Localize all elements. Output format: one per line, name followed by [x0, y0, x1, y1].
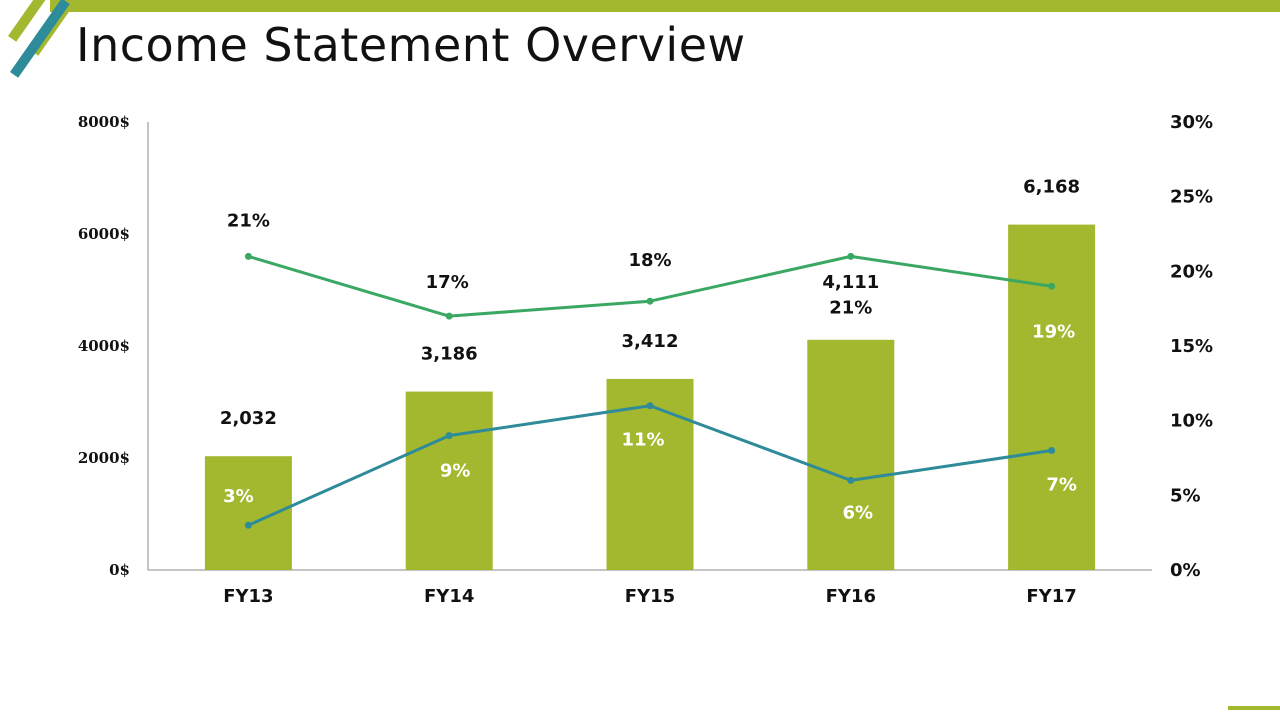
x-tick-label: FY16 [826, 586, 876, 607]
y-tick-label-right: 30% [1170, 112, 1213, 133]
line-point [445, 432, 453, 440]
teal-line-value-label: 6% [843, 502, 874, 523]
teal-line-value-label: 11% [621, 430, 664, 451]
y-tick-label-left: 6000$ [78, 225, 130, 243]
top-accent-bar [50, 0, 1280, 12]
y-tick-label-right: 5% [1170, 485, 1201, 506]
bar-value-label: 3,186 [421, 344, 478, 365]
green-line-value-label: 21% [829, 297, 872, 318]
y-tick-label-left: 2000$ [78, 449, 130, 467]
y-tick-label-left: 8000$ [78, 113, 130, 131]
line-point [847, 476, 855, 484]
line-point [445, 312, 453, 320]
teal-line-value-label: 7% [1046, 475, 1077, 496]
line-point [847, 252, 855, 260]
bar-value-label: 4,111 [822, 272, 879, 293]
line-point [244, 521, 252, 529]
line-point [1048, 447, 1056, 455]
bar-value-label: 3,412 [622, 331, 679, 352]
line-point [646, 402, 654, 410]
line-point [1048, 282, 1056, 290]
x-tick-label: FY13 [223, 586, 273, 607]
green-line-value-label: 19% [1032, 321, 1075, 342]
y-tick-label-right: 0% [1170, 560, 1201, 581]
bottom-accent-line [1228, 706, 1280, 710]
y-tick-label-right: 15% [1170, 336, 1213, 357]
bar [807, 339, 895, 570]
x-tick-label: FY14 [424, 586, 474, 607]
bar [1008, 224, 1096, 571]
green-line-value-label: 17% [426, 272, 469, 293]
line-point [244, 252, 252, 260]
y-tick-label-right: 10% [1170, 411, 1213, 432]
page-title: Income Statement Overview [76, 18, 746, 72]
bar [405, 391, 493, 570]
y-tick-label-left: 0$ [109, 561, 130, 579]
green-line-value-label: 18% [628, 250, 671, 271]
bar-value-label: 6,168 [1023, 177, 1080, 198]
green-line-value-label: 21% [227, 210, 270, 231]
y-tick-label-right: 25% [1170, 187, 1213, 208]
x-tick-label: FY17 [1026, 586, 1076, 607]
line-point [646, 297, 654, 305]
x-tick-label: FY15 [625, 586, 675, 607]
y-tick-label-left: 4000$ [78, 337, 130, 355]
bar-value-label: 2,032 [220, 408, 277, 429]
teal-line-value-label: 9% [440, 461, 471, 482]
teal-line-value-label: 3% [223, 486, 254, 507]
y-tick-label-right: 20% [1170, 261, 1213, 282]
